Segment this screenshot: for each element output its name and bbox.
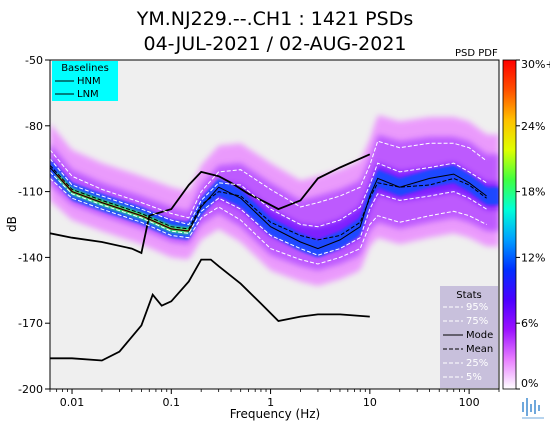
- y-axis-label: dB: [5, 216, 19, 232]
- x-tick-label: 0.1: [163, 396, 181, 409]
- colorbar-tick-label: 18%: [521, 186, 545, 199]
- series-lines: [50, 140, 487, 362]
- colorbar-tick-label: 24%: [521, 120, 545, 133]
- plot-frame: [49, 59, 500, 390]
- baselines-legend-title: Baselines: [61, 63, 109, 74]
- p95-legend-label: 95%: [466, 302, 488, 313]
- x-tick-label: 10: [363, 396, 377, 409]
- chart-title-line2: 04-JUL-2021 / 02-AUG-2021: [144, 33, 407, 55]
- mean-legend-label: Mean: [466, 344, 493, 355]
- density-layer: [50, 115, 499, 286]
- y-tick-label: -110: [18, 186, 43, 199]
- series-line-lnm: [50, 258, 370, 362]
- colorbar-ticks: 0% 6% 12% 18% 24% 30%+: [516, 58, 550, 390]
- colorbar-tick-label: 12%: [521, 251, 545, 264]
- hnm-legend-label: HNM: [77, 76, 101, 87]
- x-tick-label: 0.01: [60, 396, 85, 409]
- y-tick-label: -170: [18, 317, 43, 330]
- series-line-75pct: [50, 158, 487, 228]
- series-line-5pct: [50, 178, 487, 265]
- series-line-25pct: [50, 171, 487, 256]
- x-axis-ticks: 0.01 0.1 1 10 100: [49, 389, 500, 409]
- colorbar-tick-label: 0%: [521, 377, 538, 390]
- series-line-hnm: [50, 153, 371, 255]
- waveform-logo-icon: [522, 398, 544, 419]
- p5-legend-label: 5%: [466, 372, 482, 383]
- x-tick-label: 1: [267, 396, 274, 409]
- lnm-legend-label: LNM: [77, 89, 99, 100]
- series-line-95pct: [50, 140, 487, 219]
- y-tick-label: -200: [18, 383, 43, 396]
- colorbar-tick-label: 6%: [521, 317, 538, 330]
- stats-legend: Stats 95% 75% Mode Mean 25% 5%: [440, 286, 498, 388]
- baselines-legend: Baselines HNM LNM: [52, 61, 118, 101]
- p75-legend-label: 75%: [466, 316, 488, 327]
- colorbar: [502, 59, 517, 390]
- chart-title-line1: YM.NJ229.--.CH1 : 1421 PSDs: [136, 8, 413, 30]
- y-tick-label: -50: [25, 54, 43, 67]
- y-tick-label: -80: [25, 120, 43, 133]
- colorbar-tick-label: 30%+: [521, 58, 550, 71]
- x-tick-label: 100: [459, 396, 480, 409]
- density-core-band: [50, 158, 499, 257]
- x-axis-label: Frequency (Hz): [230, 407, 321, 421]
- psd-pdf-label: PSD PDF: [455, 48, 498, 59]
- p25-legend-label: 25%: [466, 358, 488, 369]
- stats-legend-title: Stats: [456, 290, 482, 301]
- mode-legend-label: Mode: [466, 330, 493, 341]
- stats-legend-box: [440, 286, 498, 388]
- series-line-mean: [50, 164, 487, 241]
- series-line-mode: [50, 167, 487, 250]
- y-axis-ticks: -50 -80 -110 -140 -170 -200: [18, 54, 50, 396]
- y-tick-label: -140: [18, 251, 43, 264]
